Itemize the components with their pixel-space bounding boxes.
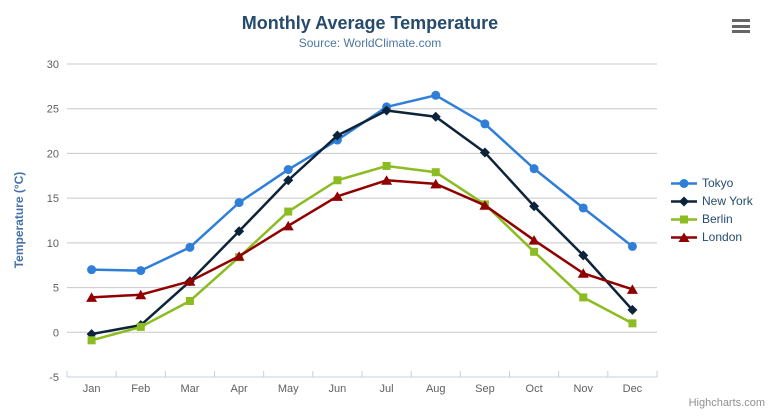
data-point-new-york-oct[interactable] [529, 201, 540, 212]
x-axis-tick-label: Apr [231, 383, 248, 395]
x-axis-tick-label: Aug [426, 383, 446, 395]
data-point-tokyo-sep[interactable] [480, 119, 490, 129]
data-point-london-feb[interactable] [135, 289, 147, 300]
triangle-marker-icon [671, 232, 697, 242]
legend-marker-tokyo [679, 178, 689, 188]
data-point-tokyo-dec[interactable] [627, 241, 637, 251]
data-point-london-oct[interactable] [528, 235, 540, 245]
data-point-london-dec[interactable] [626, 284, 638, 294]
data-point-london-mar[interactable] [184, 276, 196, 286]
data-point-london-apr[interactable] [233, 251, 245, 261]
series-tokyo [87, 90, 637, 276]
legend-marker-new-york [679, 196, 689, 206]
data-point-new-york-may[interactable] [283, 175, 294, 186]
data-point-tokyo-nov[interactable] [578, 203, 588, 213]
y-axis-tick-label: 10 [47, 238, 59, 250]
series-line-london [90, 179, 634, 299]
legend-item-new-york[interactable]: New York [671, 194, 753, 208]
series-new-york [86, 105, 638, 340]
x-axis-tick-label: May [278, 383, 299, 395]
series-line-berlin [90, 164, 634, 342]
square-marker-icon [671, 215, 697, 223]
data-point-new-york-dec[interactable] [627, 304, 638, 315]
data-point-berlin-aug[interactable] [431, 168, 440, 177]
data-point-berlin-jan[interactable] [87, 336, 96, 345]
y-axis-tick-label: 30 [47, 59, 59, 71]
legend-marker-london [678, 232, 690, 242]
data-point-tokyo-may[interactable] [283, 165, 293, 175]
x-axis-tick-label: Nov [573, 383, 593, 395]
data-point-london-aug[interactable] [430, 178, 442, 189]
x-axis-tick-label: Feb [131, 383, 150, 395]
data-point-london-may[interactable] [282, 220, 294, 231]
legend-label: Berlin [702, 212, 733, 226]
diamond-marker-icon [671, 196, 697, 206]
data-point-london-jan[interactable] [86, 292, 98, 302]
data-point-berlin-jul[interactable] [382, 161, 391, 170]
data-point-new-york-jul[interactable] [381, 105, 392, 116]
circle-marker-icon [671, 178, 697, 188]
hamburger-icon [732, 30, 750, 33]
data-point-tokyo-jan[interactable] [87, 265, 97, 275]
chart-subtitle: Source: WorldClimate.com [298, 36, 442, 50]
data-point-london-jun[interactable] [331, 191, 343, 201]
series-line-tokyo [90, 94, 634, 272]
data-point-tokyo-oct[interactable] [529, 164, 539, 174]
data-point-tokyo-feb[interactable] [136, 266, 146, 276]
x-axis-tick-label: Jun [329, 383, 347, 395]
data-point-new-york-aug[interactable] [430, 111, 441, 122]
x-axis-tick-label: Mar [180, 383, 199, 395]
y-axis-tick-label: 0 [53, 327, 59, 339]
data-point-tokyo-mar[interactable] [185, 242, 195, 252]
data-point-new-york-sep[interactable] [479, 147, 490, 158]
legend-marker-berlin [680, 215, 688, 223]
x-axis-tick-label: Dec [623, 383, 643, 395]
data-point-new-york-apr[interactable] [234, 226, 245, 237]
data-point-berlin-may[interactable] [284, 207, 293, 216]
data-point-new-york-nov[interactable] [578, 250, 589, 261]
context-menu-button[interactable] [732, 19, 750, 33]
x-axis-tick-label: Jan [83, 383, 101, 395]
chart-title: Monthly Average Temperature [241, 13, 499, 33]
data-point-london-nov[interactable] [577, 268, 589, 278]
data-point-berlin-nov[interactable] [579, 293, 588, 302]
data-point-berlin-dec[interactable] [628, 319, 637, 328]
legend-label: Tokyo [702, 176, 734, 190]
data-point-new-york-jun[interactable] [332, 130, 343, 141]
data-point-london-jul[interactable] [381, 175, 393, 185]
credits-link[interactable]: Highcharts.com [688, 397, 765, 409]
y-axis-tick-label: -5 [49, 372, 59, 384]
legend: Tokyo New York Berlin London [671, 176, 753, 248]
data-point-berlin-oct[interactable] [530, 247, 539, 256]
legend-item-berlin[interactable]: Berlin [671, 212, 753, 226]
hamburger-icon [732, 19, 750, 22]
y-axis-tick-label: 25 [47, 104, 59, 116]
data-point-berlin-jun[interactable] [333, 176, 342, 185]
legend-label: London [702, 230, 743, 244]
x-axis-tick-label: Oct [526, 383, 543, 395]
legend-item-london[interactable]: London [671, 230, 753, 244]
series-london [86, 175, 638, 302]
y-axis-tick-label: 15 [47, 193, 59, 205]
x-axis-tick-label: Jul [380, 383, 394, 395]
data-point-tokyo-apr[interactable] [234, 198, 244, 208]
x-axis-tick-label: Sep [475, 383, 495, 395]
data-point-berlin-feb[interactable] [136, 322, 145, 331]
legend-label: New York [702, 194, 753, 208]
y-axis-tick-label: 5 [53, 283, 59, 295]
data-point-tokyo-aug[interactable] [431, 90, 441, 100]
y-axis-tick-label: 20 [47, 148, 59, 160]
data-point-berlin-mar[interactable] [185, 296, 194, 305]
legend-item-tokyo[interactable]: Tokyo [671, 176, 753, 190]
hamburger-icon [732, 24, 750, 28]
data-point-london-sep[interactable] [479, 200, 491, 210]
series-line-new-york [90, 109, 634, 336]
